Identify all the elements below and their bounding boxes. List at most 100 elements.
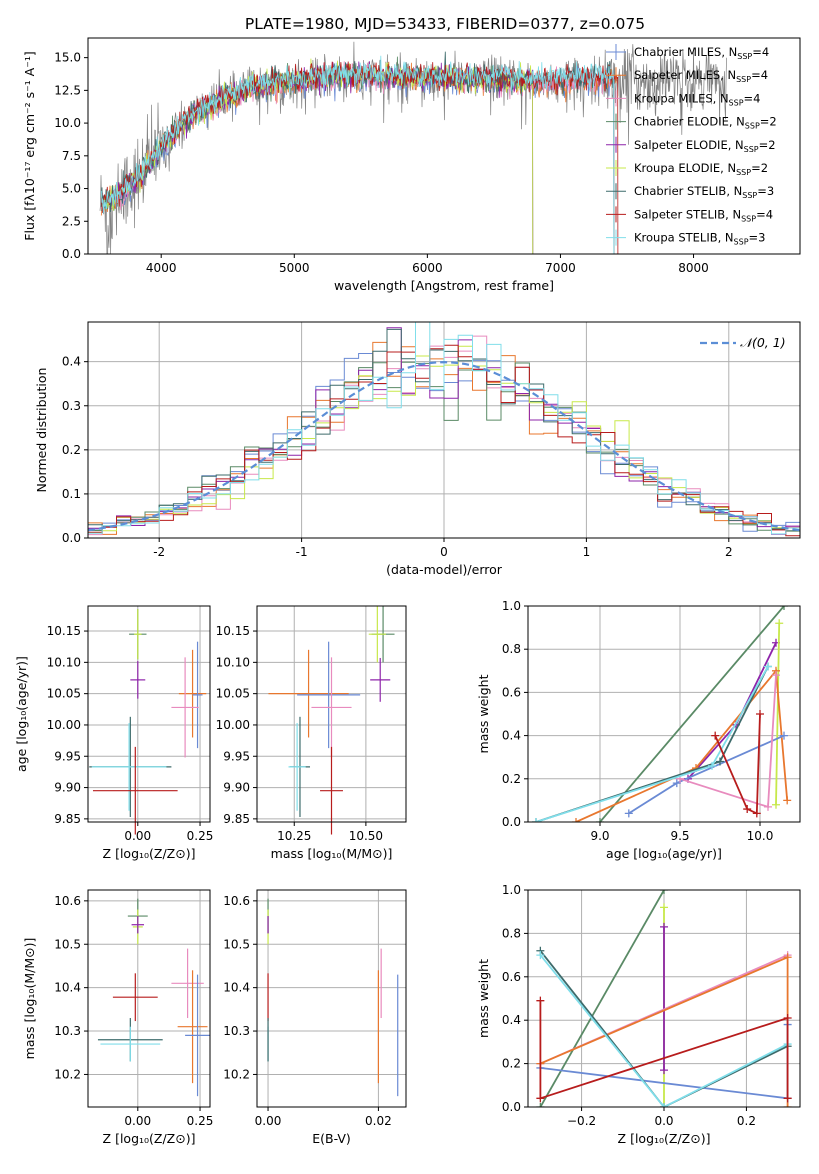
weight_vs_Z-line-kroupa_stelib (539, 954, 789, 1107)
age_vs_Z-ytick-label: 10.15 (47, 624, 81, 638)
weight_vs_age-marker-chabrier_miles (624, 809, 633, 818)
weight_vs_age-xtick-label: 9.5 (670, 829, 689, 843)
weight_vs_age-ytick-label: 0.2 (502, 772, 521, 786)
weight_vs_age-marker-salpeter_miles (783, 796, 792, 805)
mass_vs_Z-ytick-label: 10.5 (54, 937, 81, 951)
weight_vs_Z-ytick-label: 0.6 (502, 970, 521, 984)
age_vs_mass-ytick-label: 10.05 (216, 687, 250, 701)
weight_vs_age-ytick-label: 0.8 (502, 642, 521, 656)
residuals-ytick-label: 0.1 (62, 487, 81, 501)
weight_vs_Z-frame (527, 889, 801, 1108)
spectrum-xtick-label: 5000 (279, 261, 310, 275)
mass_vs_EBV-points (267, 898, 399, 1097)
mass_vs_Z-ylabel: mass [log₁₀(M/M⊙)] (22, 938, 37, 1060)
age_vs_Z-frame (87, 605, 211, 823)
weight_vs_Z-ytick-label: 0.0 (502, 1100, 521, 1114)
weight_vs_age-xtick-label: 9.0 (590, 829, 609, 843)
weight_vs_Z-xtick-label: −0.2 (567, 1114, 596, 1128)
mass_vs_EBV-ytick-label: 10.6 (223, 894, 250, 908)
age_vs_Z-ytick-label: 10.00 (47, 718, 81, 732)
age_vs_mass-ytick-label: 10.15 (216, 624, 250, 638)
spectrum-ytick-label: 12.5 (54, 83, 81, 97)
spectrum-xtick-label: 7000 (545, 261, 576, 275)
mass_vs_Z-frame (87, 889, 211, 1108)
mass_vs_EBV-xlabel: E(B-V) (312, 1131, 351, 1146)
spectrum-model-salpeter_miles (100, 61, 615, 254)
figure-title: PLATE=1980, MJD=53433, FIBERID=0377, z=0… (245, 15, 645, 33)
weight_vs_Z-marker-chabrier_elodie (660, 890, 668, 894)
residuals-ytick-label: 0.4 (62, 355, 81, 369)
mass_vs_Z-points (97, 898, 210, 1097)
legend-entry: Kroupa ELODIE, NSSP=2 (634, 161, 768, 177)
weight_vs_age-xtick-label: 10.0 (747, 829, 774, 843)
mass_vs_Z-ytick-label: 10.4 (54, 981, 81, 995)
spectrum-ytick-label: 0.0 (62, 247, 81, 261)
weight_vs_Z-ytick-label: 0.4 (502, 1013, 521, 1027)
spectrum-ytick-label: 2.5 (62, 214, 81, 228)
age_vs_mass-ytick-label: 10.10 (216, 655, 250, 669)
mass_vs_EBV-ytick-label: 10.5 (223, 937, 250, 951)
weight_vs_Z-marker-kroupa_stelib (660, 1103, 668, 1107)
residuals-ytick-label: 0.2 (62, 443, 81, 457)
spectrum-ytick-label: 15.0 (54, 51, 81, 65)
residuals-legend-label: 𝒩(0, 1) (740, 335, 786, 350)
spectrum-xtick-label: 8000 (678, 261, 709, 275)
weight_vs_Z-marker-salpeter_stelib (536, 996, 545, 1005)
spectrum-ytick-label: 5.0 (62, 182, 81, 196)
residuals-xtick-label: -2 (153, 545, 165, 559)
age_vs_Z-ytick-label: 9.95 (54, 749, 81, 763)
weight_vs_Z-marker-salpeter_stelib (536, 1094, 545, 1103)
weight_vs_age-ytick-label: 0.6 (502, 685, 521, 699)
weight_vs_age-line-kroupa_elodie (775, 623, 781, 805)
weight_vs_age-axes: 9.0 9.5 10.0 0.0 0.2 0.4 0.6 0.8 1.0 (502, 599, 800, 843)
weight_vs_Z-marker-kroupa_stelib (536, 951, 545, 960)
weight_vs_age-marker-kroupa_miles (772, 671, 780, 680)
weight_vs_age-marker-salpeter_stelib (711, 731, 720, 740)
spectrum-frame (87, 37, 801, 255)
residuals-hist-kroupa_stelib (88, 322, 800, 536)
weight_vs_age-marker-kroupa_miles (764, 802, 772, 811)
mass_vs_EBV-xtick-label: 0.00 (255, 1114, 282, 1128)
spectrum-ytick-label: 10.0 (54, 116, 81, 130)
age_vs_Z-ylabel: age [log₁₀(age/yr)] (14, 656, 29, 772)
age_vs_Z-xtick-label: 0.25 (187, 829, 214, 843)
mass_vs_EBV-ytick-label: 10.2 (223, 1067, 250, 1081)
weight_vs_Z-marker-salpeter_stelib (783, 1094, 792, 1103)
weight_vs_age-marker-chabrier_miles (780, 731, 788, 740)
legend-entry: Chabrier STELIB, NSSP=3 (634, 184, 774, 200)
spectrum-xtick-label: 4000 (146, 261, 177, 275)
age_vs_mass-ytick-label: 10.00 (216, 718, 250, 732)
residuals-xtick-label: 2 (725, 545, 733, 559)
legend-entry: Chabrier MILES, NSSP=4 (634, 45, 769, 61)
weight_vs_Z-marker-salpeter_miles (783, 953, 792, 962)
weight_vs_age-ytick-label: 1.0 (502, 599, 521, 613)
legend-entry: Kroupa MILES, NSSP=4 (634, 91, 760, 107)
weight_vs_Z-xtick-label: 0.0 (654, 1114, 673, 1128)
weight_vs_Z-line-chabrier_elodie (539, 890, 665, 1107)
weight_vs_age-marker-chabrier_elodie (596, 818, 604, 822)
weight_vs_age-series (532, 606, 792, 822)
weight_vs_age-marker-salpeter_stelib (743, 805, 752, 814)
age_vs_Z-xtick-label: 0.00 (124, 829, 151, 843)
weight_vs_Z-line-chabrier_stelib (539, 950, 788, 1107)
spectrum-legend: Chabrier MILES, NSSP=4 Salpeter MILES, NS… (606, 44, 777, 247)
mass_vs_EBV-axes: 0.00 0.02 10.2 10.3 10.4 10.5 10.6 (223, 890, 406, 1128)
legend-entry: Salpeter ELODIE, NSSP=2 (634, 138, 776, 154)
mass_vs_Z-ytick-label: 10.6 (54, 894, 81, 908)
spectrum-model-kroupa_miles (100, 61, 615, 254)
weight_vs_Z-marker-salpeter_stelib (783, 1014, 792, 1023)
age_vs_mass-ytick-label: 9.85 (223, 812, 250, 826)
mass_vs_Z-ytick-label: 10.2 (54, 1067, 81, 1081)
spectrum-ylabel: Flux [fλ10⁻¹⁷ erg cm⁻² s⁻¹ A⁻¹] (22, 51, 37, 240)
age_vs_mass-xlabel: mass [log₁₀(M/M⊙)] (271, 846, 393, 861)
legend-entry: Kroupa STELIB, NSSP=3 (634, 231, 765, 247)
residuals-axes: -2 -1 0 1 2 0.0 0.1 0.2 0.3 0.4 (62, 322, 800, 559)
weight_vs_Z-series (536, 890, 792, 1107)
age_vs_mass-points (268, 606, 395, 835)
weight_vs_age-marker-salpeter_stelib (756, 710, 764, 718)
weight_vs_age-marker-kroupa_stelib (532, 818, 540, 822)
residuals-xlabel: (data-model)/error (386, 562, 503, 577)
residuals-ytick-label: 0.3 (62, 399, 81, 413)
weight_vs_Z-xtick-label: 0.2 (737, 1114, 756, 1128)
